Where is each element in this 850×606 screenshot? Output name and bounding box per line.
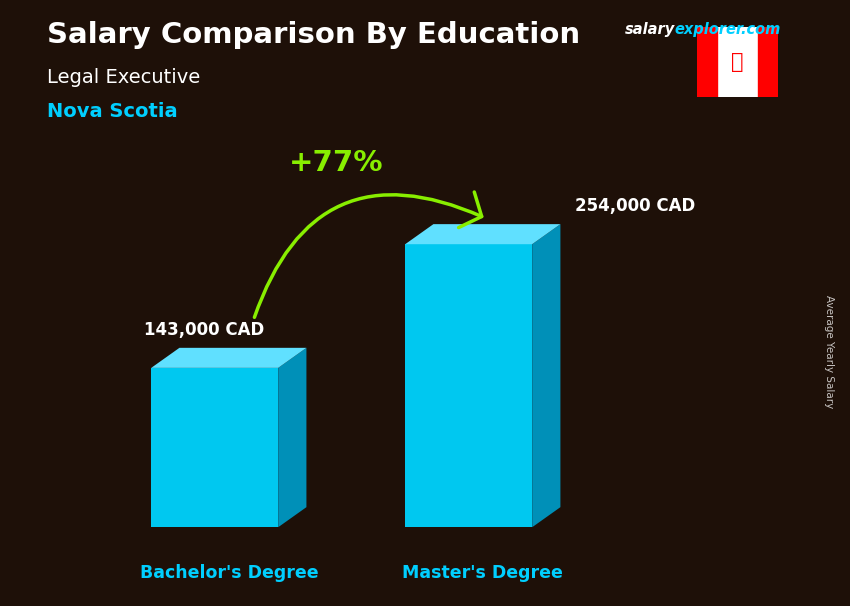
Polygon shape bbox=[405, 224, 560, 244]
FancyArrowPatch shape bbox=[254, 192, 482, 318]
Text: 143,000 CAD: 143,000 CAD bbox=[144, 321, 264, 339]
Polygon shape bbox=[278, 348, 306, 527]
Polygon shape bbox=[532, 224, 560, 527]
Bar bbox=[757, 27, 778, 97]
Bar bbox=[697, 27, 717, 97]
Text: Master's Degree: Master's Degree bbox=[402, 564, 564, 582]
Text: salary: salary bbox=[625, 22, 675, 38]
Text: Nova Scotia: Nova Scotia bbox=[47, 102, 178, 121]
Text: 🍁: 🍁 bbox=[731, 52, 744, 72]
Text: Salary Comparison By Education: Salary Comparison By Education bbox=[47, 21, 580, 49]
Polygon shape bbox=[151, 348, 306, 368]
Text: Average Yearly Salary: Average Yearly Salary bbox=[824, 295, 834, 408]
Text: 254,000 CAD: 254,000 CAD bbox=[575, 197, 694, 215]
Text: explorer.com: explorer.com bbox=[674, 22, 780, 38]
Bar bbox=[151, 368, 278, 527]
Text: Legal Executive: Legal Executive bbox=[47, 68, 200, 87]
Text: Bachelor's Degree: Bachelor's Degree bbox=[139, 564, 318, 582]
Bar bbox=[405, 244, 532, 527]
Bar bbox=[717, 27, 757, 97]
Text: +77%: +77% bbox=[289, 149, 383, 177]
